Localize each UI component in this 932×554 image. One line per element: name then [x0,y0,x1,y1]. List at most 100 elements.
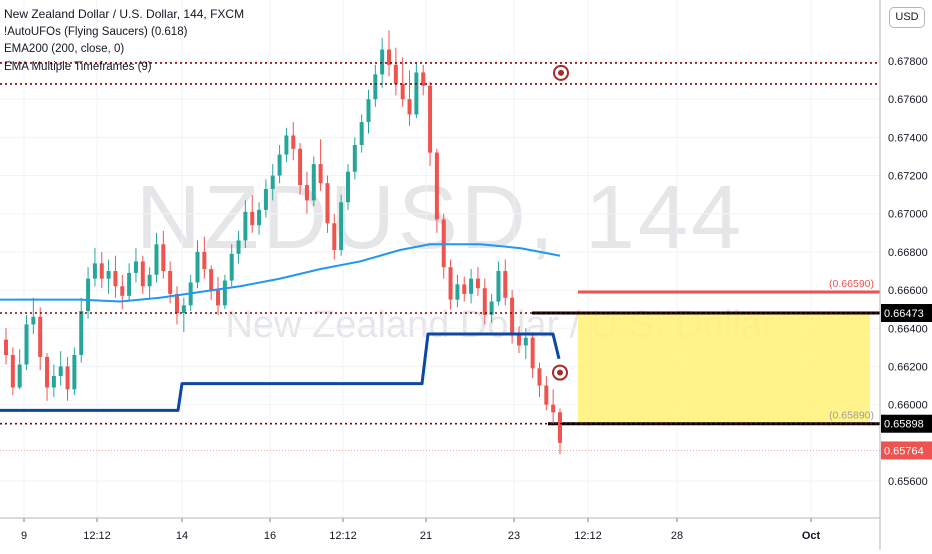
candle-body [65,366,70,390]
candle-body [209,269,214,291]
y-tick-label: 0.66400 [888,323,928,335]
candle-body [462,284,467,294]
indicator-lines [0,243,561,412]
candle-body [222,280,227,306]
candle-body [469,278,474,294]
candle-body [31,316,36,325]
y-tick-label: 0.67800 [888,56,928,68]
ema-mtf-line [0,332,561,412]
candle-body [407,99,412,115]
candle-body [516,334,521,346]
candle-body [318,164,323,184]
candle-body [24,324,29,365]
ufo-markers [552,64,569,381]
candle-body [393,64,398,84]
price-tag-lower: 0.65898 [884,419,924,431]
candle-body [127,272,132,296]
candle-body [551,404,556,413]
target-zone: (0.66590) (0.65890) [532,278,880,426]
candle-body [120,286,125,296]
candle-body [475,278,480,289]
candle-body [58,366,63,376]
candle-body [236,240,241,254]
candle-body [216,290,221,306]
candle-body [92,263,97,279]
price-tag-upper: 0.66473 [884,308,924,320]
candle-body [45,356,50,388]
x-tick-label: 14 [176,530,188,542]
candle-body [133,261,138,273]
candle-body [168,271,173,294]
candle-body [284,135,289,155]
candle-body [510,297,515,334]
candle-body [373,74,378,100]
candle-body [140,261,145,287]
candle-body [380,49,385,75]
candle-body [161,244,166,271]
candle-body [558,412,562,443]
candle-body [339,202,344,250]
candle-body [72,355,77,390]
x-tick-label: 23 [508,530,520,542]
price-tag-current: 0.65764 [884,445,924,457]
candle-body [352,145,357,172]
y-tick-label: 0.66800 [888,247,928,259]
candle-body [106,271,111,279]
x-tick-label: 21 [420,530,432,542]
candle-body [434,152,439,220]
candle-body [311,164,316,201]
candle-body [51,376,56,388]
y-tick-label: 0.66200 [888,361,928,373]
candle-body [154,244,159,275]
candle-body [174,293,179,313]
candle-body [195,251,200,283]
ufo-ring [553,64,569,81]
candle-body [387,49,392,65]
candle-body [414,72,419,115]
candle-body [496,271,501,302]
ufo-core [558,69,564,76]
candle-body [503,271,508,298]
candle-body [298,148,303,186]
x-tick-label: 9 [21,530,27,542]
ema200-line [0,243,561,303]
candle-body [202,251,207,270]
x-tick-label: 12:12 [329,530,357,542]
candle-body [537,368,542,386]
legend-indicator-ema-mtf[interactable]: EMA Multiple Timeframes (9) [4,60,152,73]
y-tick-label: 0.65600 [888,476,928,488]
candle-body [332,223,337,250]
candle-body [359,122,364,145]
candle-body [277,154,282,176]
candle-body [270,175,275,189]
candle-body [304,185,309,201]
watermark-symbol: NZDUSD, 144 [136,168,744,268]
target-zone-fill [578,313,870,424]
candle-body [113,271,118,287]
candle-body [257,209,262,226]
x-tick-label: 28 [671,530,683,542]
candle-body [79,311,84,355]
candle-body [400,83,405,100]
candle-body [147,274,152,287]
legend-indicator-ema200[interactable]: EMA200 (200, close, 0) [4,43,125,55]
candles [4,30,562,455]
candle-body [489,301,494,315]
candle-body [325,183,330,224]
candle-body [10,355,15,388]
candle-body [181,305,186,313]
currency-button[interactable]: USD [889,7,925,28]
price-tag-current-bg [881,441,932,460]
y-tick-label: 0.67600 [888,94,928,106]
candle-body [86,278,91,312]
price-levels [0,62,880,451]
candle-body [4,339,8,355]
ufo-core [557,369,563,376]
candle-body [421,72,426,86]
chart-title: New Zealand Dollar / U.S. Dollar, 144, F… [4,7,245,21]
legend-indicator-autoufos[interactable]: !AutoUFOs (Flying Saucers) (0.618) [4,25,188,38]
legend: New Zealand Dollar / U.S. Dollar, 144, F… [4,6,244,76]
x-tick-label: 16 [264,530,276,542]
